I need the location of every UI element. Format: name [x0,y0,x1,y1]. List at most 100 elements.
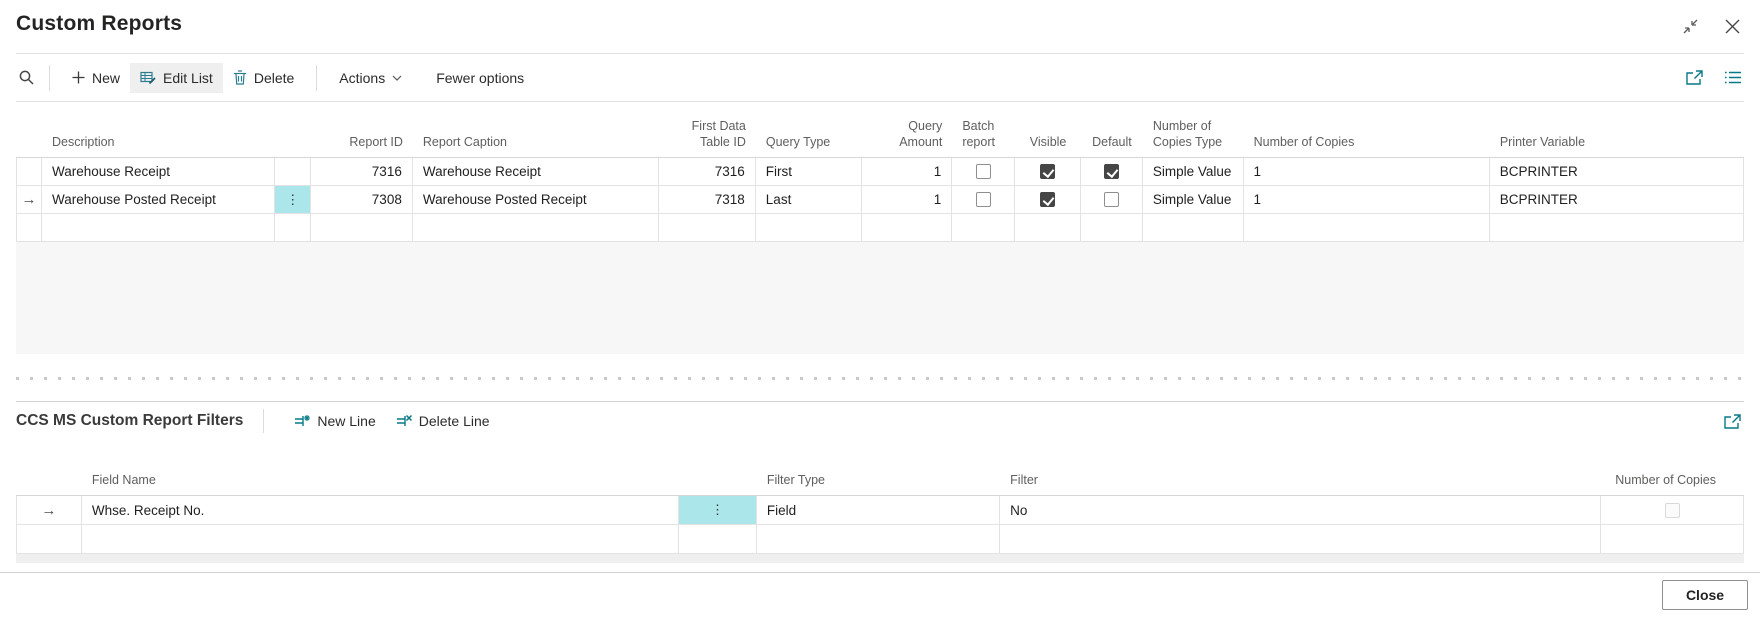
col-header-description[interactable]: Description [51,134,115,149]
filters-section-title: CCS MS Custom Report Filters [16,412,244,429]
share-icon[interactable] [1721,411,1744,432]
edit-list-button-label: Edit List [163,69,213,86]
cell-number-of-copies-type[interactable]: Simple Value [1143,186,1244,213]
filters-section-header: CCS MS Custom Report Filters New Line De… [16,402,1744,440]
row-menu-cell[interactable]: ⋮ [679,496,757,524]
col-header-number-of-copies[interactable]: Number of Copies [1615,472,1716,487]
plus-icon [72,71,85,84]
row-menu-cell[interactable]: ⋮ [275,158,312,185]
ellipsis-menu-icon[interactable]: ⋮ [286,191,300,207]
cell-report-caption[interactable]: Warehouse Receipt [413,158,660,185]
cell-report-id[interactable]: 7316 [311,158,413,185]
row-menu-cell[interactable]: ⋮ [275,186,312,213]
cell-printer-variable[interactable]: BCPRINTER [1490,186,1744,213]
actions-menu-button[interactable]: Actions [329,63,412,93]
selected-row-arrow: → [41,501,57,519]
delete-line-button[interactable]: Delete Line [386,406,500,436]
search-icon[interactable] [16,67,37,88]
footer-divider [0,572,1760,573]
cell-number-of-copies[interactable]: 1 [1244,186,1490,213]
collapse-icon [1683,19,1698,34]
col-header-number-of-copies-type[interactable]: Number of Copies Type [1152,118,1223,149]
new-line-button[interactable]: New Line [284,406,385,436]
col-header-report-id[interactable]: Report ID [349,134,403,149]
delete-button-label: Delete [253,69,295,86]
new-button[interactable]: New [62,63,130,93]
cell-number-of-copies[interactable]: 1 [1244,158,1490,185]
custom-reports-table: Description Report ID Report Caption Fir… [16,102,1744,242]
col-header-query-amount[interactable]: Query Amount [899,118,943,149]
row-indicator: → [16,186,42,213]
col-header-report-caption[interactable]: Report Caption [422,134,507,149]
actions-label: Actions [339,69,386,86]
chevron-down-icon [392,75,402,81]
col-header-printer-variable[interactable]: Printer Variable [1499,134,1586,149]
page-title: Custom Reports [16,12,183,35]
visible-checkbox[interactable] [1040,192,1056,207]
cell-report-id[interactable]: 7308 [311,186,413,213]
cell-report-caption[interactable]: Warehouse Posted Receipt [413,186,660,213]
page-header: Custom Reports [0,0,1760,53]
list-settings-icon[interactable] [1722,68,1744,87]
cell-first-data-table-id[interactable]: 7318 [659,186,756,213]
table-row[interactable]: → Warehouse Receipt ⋮ 7316 Warehouse Rec… [16,158,1744,186]
batch-report-checkbox[interactable] [975,164,991,179]
share-icon[interactable] [1683,67,1706,88]
col-header-field-name[interactable]: Field Name [91,472,156,487]
report-filters-table: Field Name Filter Type Filter Number of … [16,440,1744,554]
toolbar-separator [316,64,318,91]
delete-line-label: Delete Line [418,413,490,429]
col-header-filter-type[interactable]: Filter Type [766,472,825,487]
col-header-filter[interactable]: Filter [1010,472,1038,487]
cell-first-data-table-id[interactable]: 7316 [659,158,756,185]
close-button[interactable]: Close [1662,580,1748,610]
delete-button[interactable]: Delete [223,63,304,93]
filters-footer-strip [16,554,1744,563]
col-header-query-type[interactable]: Query Type [765,134,831,149]
col-header-batch-report[interactable]: Batch report [962,118,995,149]
cell-printer-variable[interactable]: BCPRINTER [1490,158,1744,185]
table-header-row: Description Report ID Report Caption Fir… [16,102,1744,158]
section-divider [16,401,1744,402]
filter-row-empty[interactable] [16,525,1744,554]
cell-description[interactable]: Warehouse Receipt [42,158,276,185]
cell-description[interactable] [42,214,276,241]
cell-query-amount[interactable]: 1 [862,186,953,213]
cell-filter[interactable]: No [1000,496,1602,524]
table-row-empty[interactable] [16,214,1744,242]
col-header-number-of-copies[interactable]: Number of Copies [1253,134,1355,149]
cell-query-type[interactable]: Last [756,186,862,213]
fewer-options-button[interactable]: Fewer options [426,63,534,93]
new-line-label: New Line [317,413,376,429]
filter-row-selected[interactable]: → Whse. Receipt No. ⋮ Field No [16,496,1744,525]
ellipsis-menu-icon[interactable]: ⋮ [710,502,724,517]
cell-number-of-copies-type[interactable]: Simple Value [1143,158,1244,185]
col-header-first-data-table-id[interactable]: First Data Table ID [691,118,746,149]
col-header-visible[interactable]: Visible [1029,134,1067,149]
close-icon [1725,19,1740,34]
edit-list-icon [140,71,156,85]
toolbar-divider [16,101,1744,102]
cell-description[interactable]: Warehouse Posted Receipt [42,186,276,213]
edit-list-button[interactable]: Edit List [130,62,223,93]
window-controls [1680,12,1742,37]
collapse-window-icon[interactable] [1680,16,1701,37]
delete-line-icon [396,414,412,426]
col-header-default[interactable]: Default [1092,134,1132,149]
cell-filter-type[interactable]: Field [757,496,1001,524]
number-of-copies-checkbox[interactable] [1664,502,1680,518]
close-window-icon[interactable] [1723,16,1742,37]
fewer-options-label: Fewer options [436,69,525,86]
default-checkbox[interactable] [1103,192,1119,207]
table-row-selected[interactable]: → Warehouse Posted Receipt ⋮ 7308 Wareho… [16,186,1744,214]
cell-query-type[interactable]: First [756,158,862,185]
row-indicator: → [16,158,42,185]
page-footer: Close [0,573,1760,627]
batch-report-checkbox[interactable] [975,192,991,207]
default-checkbox[interactable] [1103,164,1119,179]
cell-field-name[interactable]: Whse. Receipt No. [82,496,680,524]
filters-header-row: Field Name Filter Type Filter Number of … [16,440,1744,496]
visible-checkbox[interactable] [1040,164,1056,179]
selected-row-arrow: → [21,191,37,208]
cell-query-amount[interactable]: 1 [862,158,953,185]
